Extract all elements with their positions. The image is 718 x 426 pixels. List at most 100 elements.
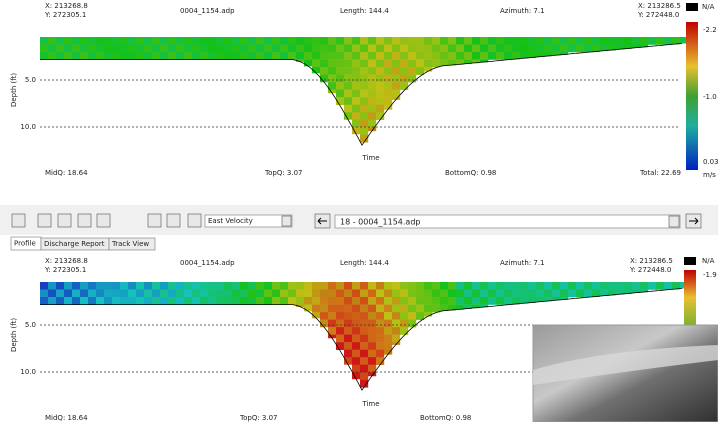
velocity-cell <box>376 282 384 290</box>
save-button[interactable] <box>38 214 51 227</box>
depth-label: 5.0 <box>25 321 36 329</box>
velocity-cell <box>448 45 456 53</box>
velocity-cell <box>600 37 608 45</box>
velocity-cell <box>264 37 272 45</box>
velocity-cell <box>128 297 136 305</box>
velocity-cell <box>328 297 336 305</box>
grid-button[interactable] <box>167 214 180 227</box>
velocity-cell <box>480 52 488 60</box>
velocity-cell <box>400 82 408 90</box>
velocity-cell <box>224 282 232 290</box>
velocity-cell <box>440 52 448 60</box>
velocity-cell <box>456 37 464 45</box>
midq: MidQ: 18.64 <box>45 169 88 177</box>
velocity-cell <box>400 37 408 45</box>
velocity-cell <box>424 60 432 68</box>
velocity-cell <box>360 305 368 313</box>
velocity-cell <box>264 52 272 60</box>
combo-arrow[interactable] <box>669 216 679 227</box>
velocity-cell <box>264 45 272 53</box>
velocity-cell <box>304 60 312 67</box>
velocity-cell <box>512 290 520 298</box>
unit: m/s <box>703 171 716 179</box>
tab-label: Track View <box>111 240 149 248</box>
velocity-cell <box>504 37 512 45</box>
azimuth: Azimuth: 7.1 <box>500 7 545 15</box>
velocity-cell <box>424 37 432 45</box>
velocity-cell <box>224 37 232 45</box>
velocity-cell <box>368 290 376 298</box>
velocity-cell <box>408 282 416 290</box>
velocity-cell <box>480 290 488 298</box>
velocity-cell <box>48 297 56 305</box>
velocity-cell <box>344 67 352 75</box>
velocity-cell <box>608 282 616 290</box>
open-button[interactable] <box>12 214 25 227</box>
start-x: X: 213268.8 <box>45 2 88 10</box>
depth-button[interactable] <box>148 214 161 227</box>
velocity-cell <box>408 312 416 320</box>
velocity-cell <box>192 52 200 60</box>
velocity-cell <box>120 52 128 60</box>
velocity-cell <box>520 45 528 53</box>
velocity-cell <box>344 52 352 60</box>
velocity-cell <box>128 282 136 290</box>
y-axis-label: Depth (ft) <box>10 73 18 107</box>
velocity-cell <box>232 297 240 305</box>
velocity-cell <box>336 320 344 328</box>
velocity-cell <box>360 297 368 305</box>
velocity-cell <box>576 282 584 290</box>
velocity-cell <box>440 297 448 305</box>
velocity-cell <box>328 290 336 298</box>
velocity-cell <box>424 52 432 60</box>
velocity-cell <box>232 37 240 45</box>
velocity-cell <box>192 282 200 290</box>
velocity-cell <box>480 37 488 45</box>
velocity-cell <box>368 82 376 90</box>
velocity-cell <box>40 52 48 60</box>
velocity-cell <box>576 45 584 53</box>
velocity-cell <box>352 305 360 313</box>
velocity-cell <box>296 45 304 53</box>
velocity-cell <box>632 282 640 290</box>
velocity-cell <box>160 45 168 53</box>
velocity-cell <box>128 37 136 45</box>
velocity-cell <box>232 290 240 298</box>
velocity-cell <box>400 305 408 313</box>
velocity-cell <box>504 297 512 305</box>
velocity-cell <box>408 320 416 328</box>
velocity-cell <box>528 290 536 298</box>
velocity-cell <box>400 282 408 290</box>
velocity-cell <box>256 45 264 53</box>
velocity-cell <box>208 290 216 298</box>
velocity-cell <box>288 52 296 60</box>
velocity-cell <box>352 67 360 75</box>
velocity-cell <box>328 75 336 83</box>
print-button[interactable] <box>97 214 110 227</box>
report-button[interactable] <box>78 214 91 227</box>
velocity-cell <box>552 282 560 290</box>
list-button[interactable] <box>188 214 201 227</box>
velocity-cell <box>384 282 392 290</box>
velocity-cell <box>256 297 264 305</box>
velocity-cell <box>96 45 104 53</box>
velocity-cell <box>272 52 280 60</box>
velocity-cell <box>320 282 328 290</box>
velocity-cell <box>48 37 56 45</box>
velocity-cell <box>336 335 344 343</box>
velocity-cell <box>416 37 424 45</box>
velocity-cell <box>160 282 168 290</box>
dropdown-arrow[interactable] <box>282 216 291 226</box>
velocity-cell <box>400 327 408 335</box>
export-button[interactable] <box>58 214 71 227</box>
velocity-cell <box>272 37 280 45</box>
app-window: X: 213268.8 Y: 272305.1 0004_1154.adp Le… <box>0 0 718 422</box>
velocity-cell <box>432 282 440 290</box>
velocity-cell <box>344 37 352 45</box>
velocity-cell <box>184 45 192 53</box>
velocity-cell <box>480 282 488 290</box>
velocity-cell <box>456 297 464 305</box>
velocity-cell <box>472 297 480 305</box>
velocity-cell <box>336 75 344 83</box>
velocity-cell <box>376 97 384 105</box>
